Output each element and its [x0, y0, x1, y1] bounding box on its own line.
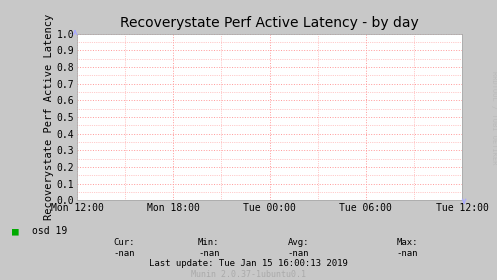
Text: osd 19: osd 19	[32, 226, 68, 236]
Text: RRDTOOL / TOBI OETIKER: RRDTOOL / TOBI OETIKER	[491, 71, 497, 164]
Text: Munin 2.0.37-1ubuntu0.1: Munin 2.0.37-1ubuntu0.1	[191, 270, 306, 279]
Text: ■: ■	[12, 226, 19, 236]
Text: -nan: -nan	[397, 249, 418, 258]
Text: Min:: Min:	[198, 238, 220, 247]
Text: -nan: -nan	[287, 249, 309, 258]
Text: -nan: -nan	[198, 249, 220, 258]
Text: Last update: Tue Jan 15 16:00:13 2019: Last update: Tue Jan 15 16:00:13 2019	[149, 259, 348, 268]
Title: Recoverystate Perf Active Latency - by day: Recoverystate Perf Active Latency - by d…	[120, 16, 419, 30]
Text: Max:: Max:	[397, 238, 418, 247]
Text: Avg:: Avg:	[287, 238, 309, 247]
Text: -nan: -nan	[113, 249, 135, 258]
Y-axis label: Recoverystate Perf Active Latency: Recoverystate Perf Active Latency	[44, 14, 54, 220]
Text: Cur:: Cur:	[113, 238, 135, 247]
